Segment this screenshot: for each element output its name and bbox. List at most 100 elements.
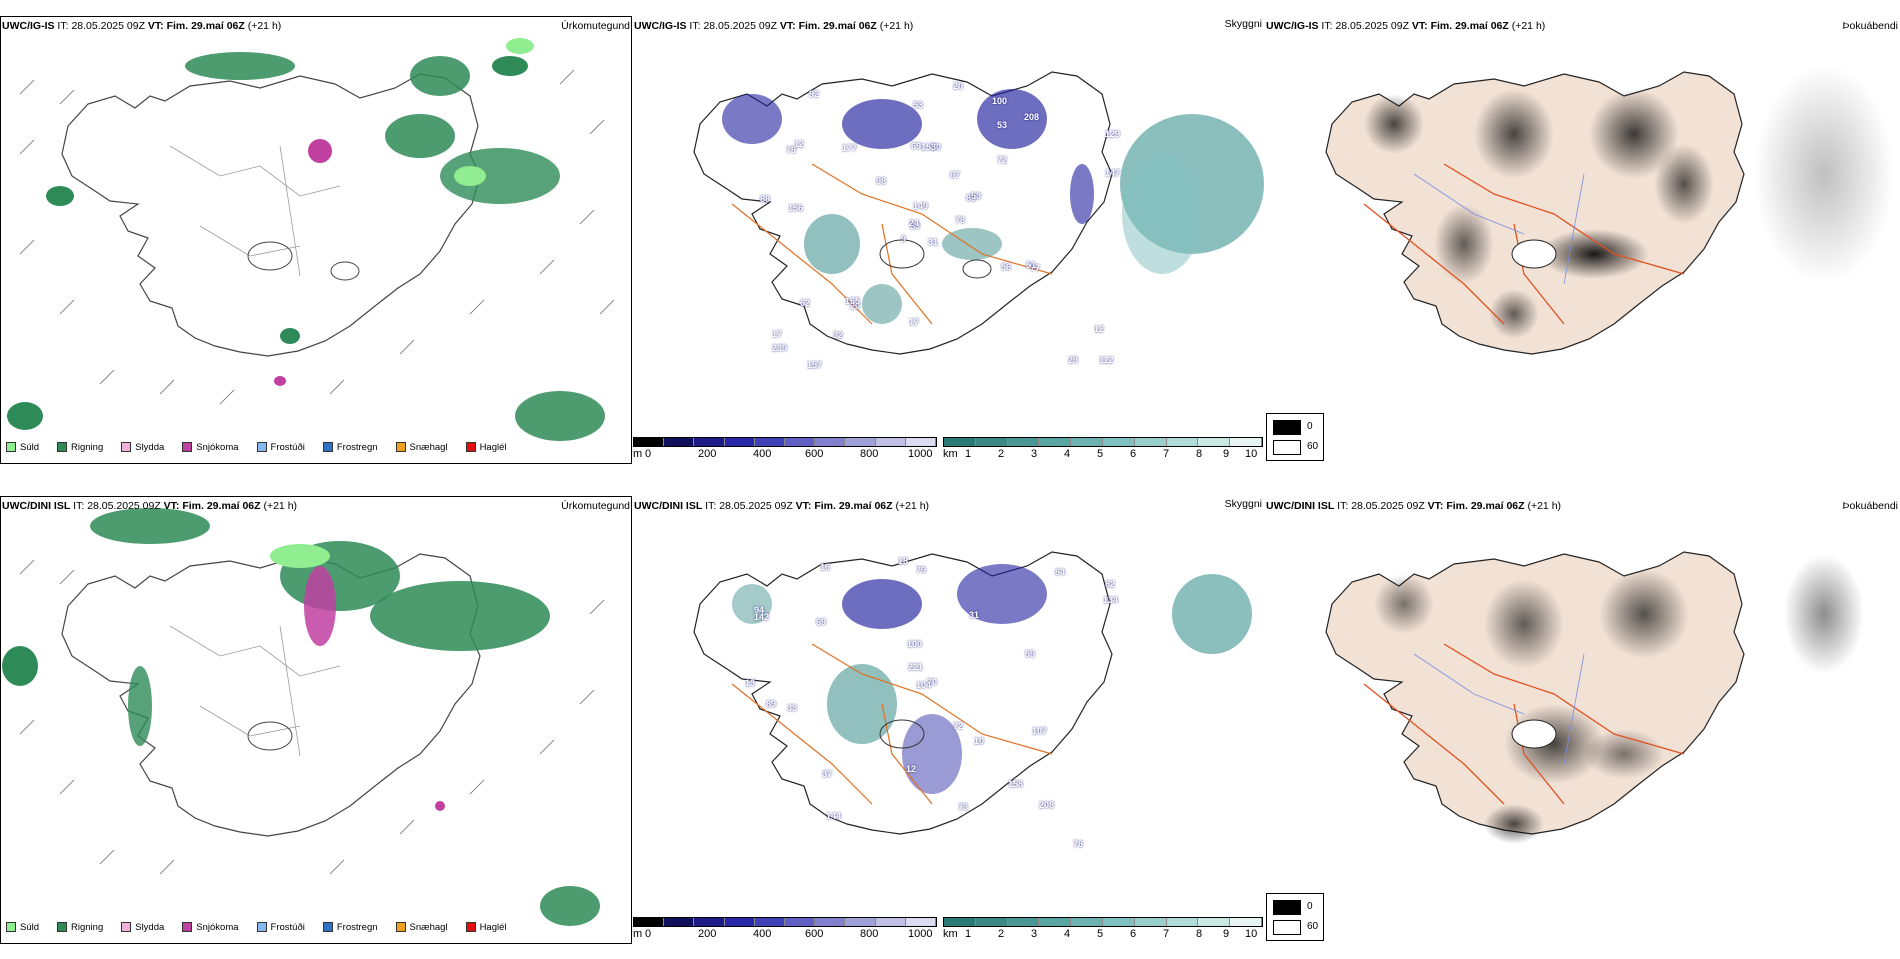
cloud-value-label: 177 xyxy=(842,143,858,153)
cloud-value-label: 12 xyxy=(794,139,805,149)
cloud-value-label: 147 xyxy=(1105,168,1121,178)
fog-label-0: 0 xyxy=(1307,901,1313,912)
cloud-value-label: 69 xyxy=(816,617,827,627)
cloud-value-label: 31 xyxy=(928,237,939,247)
tick-3: 3 xyxy=(1031,928,1038,940)
cloud-value-label: 10 xyxy=(974,736,985,746)
tick-8: 8 xyxy=(1196,448,1203,460)
cloud-value-label: 18 xyxy=(898,556,909,566)
precip-panel-name-2: Úrkomutegund xyxy=(561,500,630,512)
legend-item-rigning: Rigning xyxy=(57,922,103,933)
tick-8: 8 xyxy=(1196,928,1203,940)
cloud-map-1 xyxy=(693,71,1264,355)
cloud-value-label: 84 xyxy=(1055,567,1066,577)
precip-panel-2: UWC/DINI ISL IT: 28.05.2025 09Z VT: Fim.… xyxy=(0,494,632,959)
cloud-value-label: 17 xyxy=(909,317,920,327)
fog-label-60: 60 xyxy=(1307,441,1319,452)
cloud-value-label: 239 xyxy=(772,343,788,353)
cloud-value-label: 12 xyxy=(1094,324,1105,334)
legend-item-snjokoma: Snjókoma xyxy=(182,922,239,933)
fog-swatch-60 xyxy=(1273,920,1301,935)
legend-item-slydda: Slydda xyxy=(121,442,164,453)
cloud-value-label: 100 xyxy=(907,639,923,649)
cloud-map-2 xyxy=(693,551,1252,835)
cloud-value-label: 98 xyxy=(876,176,887,186)
cloud-value-label: 153 xyxy=(921,142,937,152)
cloud-value-label: 60 xyxy=(931,142,942,152)
fog-title-2: UWC/DINI ISL IT: 28.05.2025 09Z VT: Fim.… xyxy=(1266,500,1562,512)
cloud-value-label: 20 xyxy=(850,301,861,311)
tick-6: 6 xyxy=(1130,448,1137,460)
fog-map-2 xyxy=(1325,551,1864,844)
cloud-value-label: 85 xyxy=(966,193,977,203)
precip-title-1: UWC/IG-IS IT: 28.05.2025 09Z VT: Fim. 29… xyxy=(2,20,282,32)
fog-swatch-60 xyxy=(1273,440,1301,455)
fog-panel-2: UWC/DINI ISL IT: 28.05.2025 09Z VT: Fim.… xyxy=(1264,494,1900,959)
tick-4: 4 xyxy=(1064,448,1071,460)
cloud-value-label: 67 xyxy=(950,170,961,180)
cloud-value-label: 73 xyxy=(958,802,969,812)
tick-1: 1 xyxy=(965,448,972,460)
tick-2: 2 xyxy=(998,448,1005,460)
cloud-title-2: UWC/DINI ISL IT: 28.05.2025 09Z VT: Fim.… xyxy=(634,500,930,512)
fog-panel-name-2: Þokuábendi xyxy=(1842,500,1898,512)
cloud-value-label: 12 xyxy=(906,764,917,774)
cloud-value-label: 59 xyxy=(1025,649,1036,659)
cloud-value-label: 53 xyxy=(997,120,1008,130)
tick-5: 5 xyxy=(1097,448,1104,460)
cloud-value-label: 24 xyxy=(909,218,920,228)
cloud-value-label: 30 xyxy=(910,221,921,231)
tick-10: 10 xyxy=(1245,928,1258,940)
visibility-colorbar-1: km 1 2 3 4 5 6 7 8 9 10 xyxy=(943,437,1263,461)
visibility-unit: km xyxy=(943,928,958,940)
cloud-value-label: 158 xyxy=(1008,779,1024,789)
precip-legend-1: Súld Rigning Slydda Snjókoma Frostúði Fr… xyxy=(0,436,519,458)
cloud-value-label: 107 xyxy=(1032,726,1048,736)
cloud-value-label: 134 xyxy=(1103,595,1119,605)
cloud-value-label: 37 xyxy=(822,769,833,779)
visibility-unit: km xyxy=(943,448,958,460)
cloud-value-label: 94 xyxy=(754,605,765,615)
legend-item-frostudi: Frostúði xyxy=(256,922,305,933)
cloud-value-label: 142 xyxy=(754,612,770,622)
tick-400: 400 xyxy=(753,448,772,460)
cloud-value-label: 208 xyxy=(1024,112,1040,122)
cloud-value-label: 149 xyxy=(913,201,929,211)
cloud-value-label: 9 xyxy=(901,234,907,244)
tick-9: 9 xyxy=(1223,448,1230,460)
cloud-panel-1: UWC/IG-IS IT: 28.05.2025 09Z VT: Fim. 29… xyxy=(632,14,1264,479)
fog-title-1: UWC/IG-IS IT: 28.05.2025 09Z VT: Fim. 29… xyxy=(1266,20,1546,32)
tick-7: 7 xyxy=(1163,448,1170,460)
cloud-value-label: 92 xyxy=(809,89,820,99)
cloud-value-label: 82 xyxy=(1105,579,1116,589)
legend-item-rigning: Rigning xyxy=(57,442,103,453)
cloud-value-label: 72 xyxy=(997,155,1008,165)
cloud-value-label: 112 xyxy=(1099,355,1114,365)
tick-7: 7 xyxy=(1163,928,1170,940)
cloud-value-label: 20 xyxy=(953,81,964,91)
cloud-value-label: 31 xyxy=(969,610,980,620)
tick-400: 400 xyxy=(753,928,772,940)
cloud-value-label: 53 xyxy=(913,100,924,110)
tick-5: 5 xyxy=(1097,928,1104,940)
fog-label-0: 0 xyxy=(1307,421,1313,432)
cloud-base-unit: m xyxy=(633,928,643,940)
tick-200: 200 xyxy=(698,448,717,460)
tick-9: 9 xyxy=(1223,928,1230,940)
tick-6: 6 xyxy=(1130,928,1137,940)
cloud-panel-name-1: Skyggni xyxy=(1224,18,1262,30)
cloud-value-label: 33 xyxy=(787,703,798,713)
cloud-value-label: 16 xyxy=(820,562,831,572)
cloud-panel-name-2: Skyggni xyxy=(1224,498,1262,510)
cloud-value-label: 157 xyxy=(807,360,823,370)
cloud-value-label: 129 xyxy=(1105,129,1121,139)
precip-title-2: UWC/DINI ISL IT: 28.05.2025 09Z VT: Fim.… xyxy=(2,500,298,512)
fog-legend-2: 0 60 xyxy=(1266,893,1324,941)
cloud-value-label: 56 xyxy=(1001,262,1012,272)
tick-200: 200 xyxy=(698,928,717,940)
tick-600: 600 xyxy=(805,928,824,940)
tick-1000: 1000 xyxy=(908,448,933,460)
cloud-value-label: 69 xyxy=(911,141,922,151)
tick-1000: 1000 xyxy=(908,928,933,940)
cloud-value-label: 156 xyxy=(788,203,804,213)
